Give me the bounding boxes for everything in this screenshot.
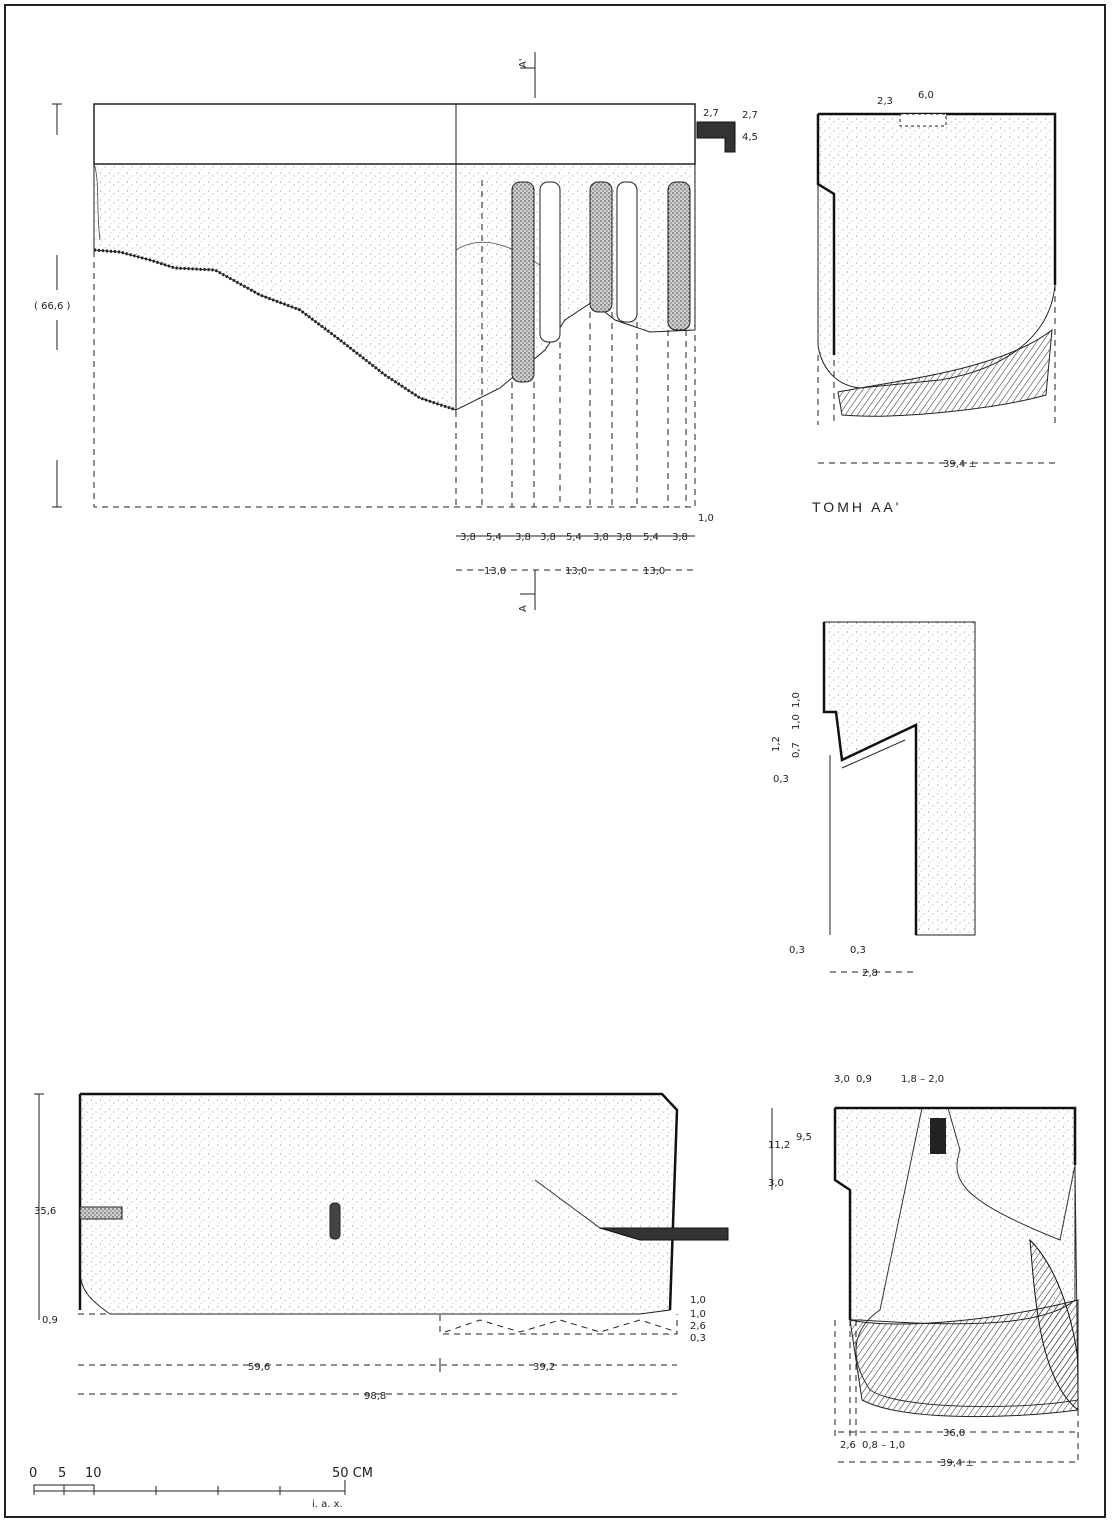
plan-right-dim: 0,3 [690,1333,706,1344]
elevation-cornice [93,103,696,165]
module-dim: 13,0 [643,566,665,577]
plan-right-dim: 1,0 [690,1295,706,1306]
scale-bar: 0 5 10 50 CM i. a. x. [29,1466,373,1510]
right-dim: 4,5 [742,132,758,143]
end-left-dim: 9,5 [796,1132,812,1143]
plan-base-dim: 0,9 [42,1315,58,1326]
end-left-dim: 3,0 [768,1178,784,1189]
flute-dim: 3,8 [460,532,476,543]
scale-tick: 10 [85,1466,102,1481]
flute-dim: 3,8 [593,532,609,543]
elevation-view: ( 66,6 ) A' A 2,7 2,7 4,5 1,0 3,8 5,4 3,… [34,52,758,612]
end-view-broken-base [849,1299,1079,1418]
scale-credit: i. a. x. [312,1499,343,1510]
section-width-dim: 39,4 ± [943,459,977,470]
end-bottom-dim: 2,6 [840,1440,856,1451]
plan-height-dim: 35,6 [34,1206,56,1217]
end-left-dim: 11,2 [768,1140,790,1151]
detail-body [823,621,976,936]
plan-length-dim: 39,2 [533,1362,555,1373]
section-title: ΤΟΜΗ ΑΑ' [812,499,901,515]
end-view: 3,0 0,9 1,8 – 2,0 11,2 9,5 3,0 2,6 0,8 –… [768,1074,1079,1469]
detail-left-dim: 0,7 [791,742,802,758]
cramp-channel [599,1227,729,1241]
plan-length-dim: 59,6 [248,1362,270,1373]
section-aa-view: 2,3 6,0 39,4 ± ΤΟΜΗ ΑΑ' [812,90,1057,515]
detail-left-dim: 1,2 [771,736,782,752]
flute [616,181,638,323]
plan-right-dim: 2,6 [690,1321,706,1332]
scale-tick: 0 [29,1466,37,1481]
flute-dim: 3,8 [540,532,556,543]
section-top-dim: 6,0 [918,90,934,101]
profile-detail-view: 1,2 0,7 1,0 1,0 0,3 0,3 0,3 2,8 [771,621,976,979]
flute-dim: 5,4 [486,532,502,543]
flute [511,181,535,383]
flute [589,181,613,313]
end-dim: 1,0 [698,513,714,524]
detail-left-dim: 1,0 [791,714,802,730]
end-bottom-dim: 36,0 [943,1428,965,1439]
detail-left-dim: 1,0 [791,692,802,708]
end-dowel [930,1118,946,1154]
plan-view: 35,6 0,9 1,0 1,0 2,6 0,3 59,6 39,2 98,8 [34,1092,729,1402]
section-aa-body [817,113,1056,389]
plan-body [79,1093,678,1315]
end-top-dim: 0,9 [856,1074,872,1085]
flute [667,181,691,331]
cramp-hole [329,1202,341,1240]
plan-total-dim: 98,8 [364,1391,386,1402]
section-aa-broken-base [837,328,1053,417]
cornice-profile [696,121,736,153]
flute-dim: 3,8 [616,532,632,543]
flute-dim: 3,8 [515,532,531,543]
module-dim: 13,0 [565,566,587,577]
section-mark-top: A' [518,58,529,68]
plan-right-dim: 1,0 [690,1309,706,1320]
end-width-dim: 39,4 ± [940,1458,974,1469]
scale-tick: 5 [58,1466,66,1481]
flute-dim: 3,8 [672,532,688,543]
flute-dim: 5,4 [643,532,659,543]
detail-bottom-dim: 0,3 [789,945,805,956]
end-bottom-dim: 0,8 – 1,0 [862,1440,905,1451]
flute-dim: 5,4 [566,532,582,543]
triglyph-flutes [511,181,691,383]
detail-bottom-dim: 0,3 [850,945,866,956]
drawing-frame [4,4,1106,1518]
module-dim: 13,0 [484,566,506,577]
detail-left-dim: 0,3 [773,774,789,785]
scale-end-label: 50 CM [332,1466,373,1481]
elevation-height-label: ( 66,6 ) [34,301,71,312]
section-mark-bottom: A [518,605,529,612]
end-top-dim: 3,0 [834,1074,850,1085]
end-top-dim: 1,8 – 2,0 [901,1074,944,1085]
detail-width-dim: 2,8 [862,968,878,979]
section-top-dim: 2,3 [877,96,893,107]
flute [539,181,561,343]
right-dim: 2,7 [742,110,758,121]
right-dim: 2,7 [703,108,719,119]
dowel-slot [79,1206,123,1220]
